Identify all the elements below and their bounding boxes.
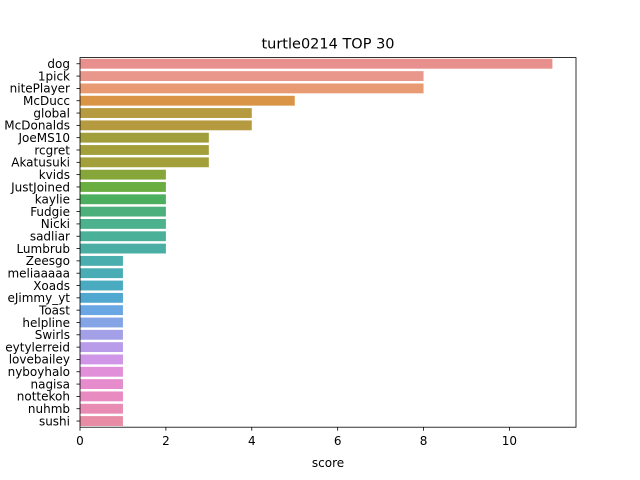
bar-16 [80,256,123,266]
x-tick-label-2: 4 [248,434,256,448]
bar-6 [80,133,209,143]
bar-22 [80,330,123,340]
bar-25 [80,367,123,377]
y-tick-labels: dog1picknitePlayerMcDuccglobalMcDonaldsJ… [4,57,80,428]
x-axis-label: score [312,456,344,470]
bar-1 [80,71,424,81]
bar-29 [80,416,123,426]
bar-20 [80,305,123,315]
bar-13 [80,219,166,229]
bar-26 [80,379,123,389]
bar-23 [80,342,123,352]
x-tick-label-0: 0 [76,434,84,448]
bar-12 [80,207,166,217]
bar-2 [80,83,424,93]
y-tick-label-29: sushi [39,414,70,428]
bar-17 [80,268,123,278]
bar-8 [80,157,209,167]
x-tick-label-3: 6 [334,434,342,448]
bar-10 [80,182,166,192]
bar-7 [80,145,209,155]
bar-3 [80,96,295,106]
bar-9 [80,170,166,180]
bar-19 [80,293,123,303]
chart-title: turtle0214 TOP 30 [261,37,394,53]
bars-group [80,59,552,426]
bar-18 [80,281,123,291]
bar-24 [80,355,123,365]
bar-0 [80,59,552,69]
x-axis-ticks: 0 2 4 6 8 10 [76,427,517,448]
bar-21 [80,318,123,328]
bar-4 [80,108,252,118]
bar-5 [80,120,252,130]
bar-15 [80,244,166,254]
x-tick-label-4: 8 [420,434,428,448]
bar-11 [80,194,166,204]
bar-14 [80,231,166,241]
x-tick-label-5: 10 [502,434,517,448]
x-tick-label-1: 2 [162,434,170,448]
bar-28 [80,404,123,414]
bar-27 [80,391,123,401]
